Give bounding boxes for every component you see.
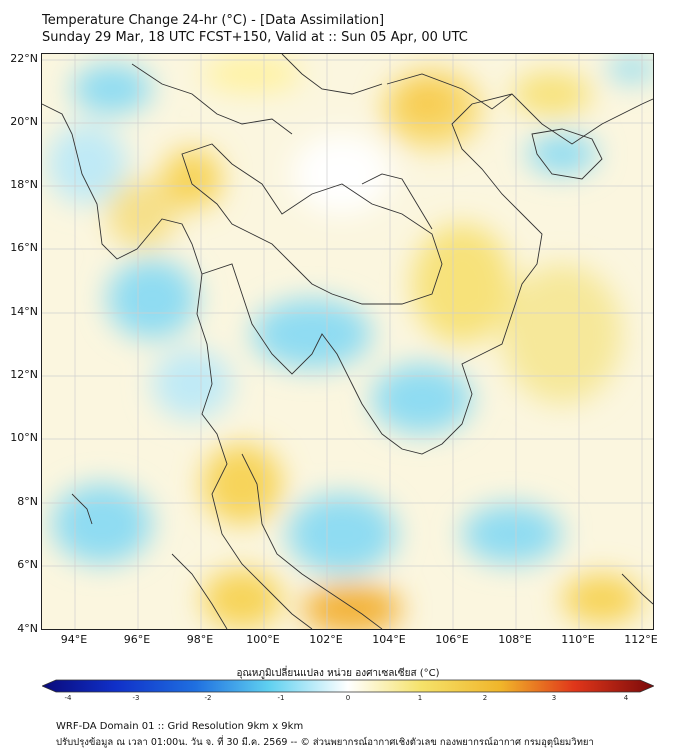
colorbar-tick-minus2: -2 xyxy=(204,694,212,702)
temperature-field xyxy=(47,56,653,629)
colorbar-tick-4: 4 xyxy=(623,694,629,702)
temperature-change-map xyxy=(42,54,653,629)
colorbar-tick-2: 2 xyxy=(482,694,488,702)
lon-label-110e: 110°E xyxy=(561,633,595,646)
coastlines-and-borders xyxy=(42,54,653,629)
colorbar-tick-3: 3 xyxy=(551,694,557,702)
map-gridlines xyxy=(42,54,653,629)
colorbar-tick-minus3: -3 xyxy=(132,694,140,702)
lat-label-10n: 10°N xyxy=(10,431,38,444)
colorbar-tick-minus4: -4 xyxy=(64,694,72,702)
colorbar xyxy=(42,679,654,693)
lat-label-22n: 22°N xyxy=(10,52,38,65)
colorbar-tick-0: 0 xyxy=(345,694,351,702)
lon-label-94e: 94°E xyxy=(60,633,88,646)
lat-label-20n: 20°N xyxy=(10,115,38,128)
colorbar-title: อุณหภูมิเปลี่ยนแปลง หน่วย องศาเซลเซียส (… xyxy=(236,668,440,679)
lon-label-102e: 102°E xyxy=(309,633,343,646)
lat-label-18n: 18°N xyxy=(10,178,38,191)
chart-title: Temperature Change 24-hr (°C) - [Data As… xyxy=(42,12,468,46)
map-panel xyxy=(41,53,654,630)
footer-copyright: ปรับปรุงข้อมูล ณ เวลา 01:00น. วัน จ. ที่… xyxy=(56,737,594,748)
lat-label-8n: 8°N xyxy=(17,495,38,508)
lat-label-6n: 6°N xyxy=(17,558,38,571)
lon-label-104e: 104°E xyxy=(372,633,406,646)
title-line-2: Sunday 29 Mar, 18 UTC FCST+150, Valid at… xyxy=(42,30,468,45)
lon-label-106e: 106°E xyxy=(435,633,469,646)
lon-label-112e: 112°E xyxy=(624,633,658,646)
footer-model-info: WRF-DA Domain 01 :: Grid Resolution 9km … xyxy=(56,721,304,732)
lon-label-96e: 96°E xyxy=(123,633,151,646)
colorbar-tick-minus1: -1 xyxy=(277,694,285,702)
lon-label-108e: 108°E xyxy=(498,633,532,646)
lon-label-100e: 100°E xyxy=(246,633,280,646)
lat-label-12n: 12°N xyxy=(10,368,38,381)
title-line-1: Temperature Change 24-hr (°C) - [Data As… xyxy=(42,13,385,28)
lat-label-14n: 14°N xyxy=(10,305,38,318)
lat-label-16n: 16°N xyxy=(10,241,38,254)
lat-label-4n: 4°N xyxy=(17,622,38,635)
colorbar-tick-1: 1 xyxy=(417,694,423,702)
lon-label-98e: 98°E xyxy=(186,633,214,646)
